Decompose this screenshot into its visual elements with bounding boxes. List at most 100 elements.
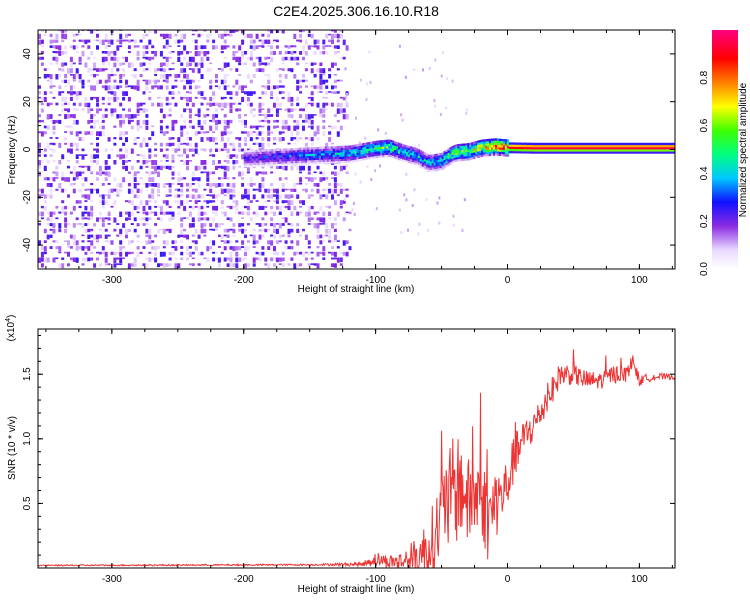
spectrogram-noise-cell <box>258 234 262 240</box>
spectrogram-noise-cell <box>186 165 189 171</box>
spectrogram-noise-cell <box>165 39 169 45</box>
spectrogram-ridge-cell <box>524 146 528 150</box>
spectrogram-noise-cell <box>148 91 152 93</box>
spectrogram-noise-cell <box>261 39 265 46</box>
spectrogram-noise-cell <box>348 211 352 215</box>
spectrogram-ridge-cell <box>402 146 405 149</box>
spectrogram-ridge-cell <box>554 142 557 146</box>
spectrogram-ridge-cell <box>461 147 464 151</box>
spectrogram-ridge-cell <box>372 154 375 157</box>
spectrogram-noise-cell <box>151 171 155 175</box>
spectrogram-ridge-cell <box>338 145 342 149</box>
spectrogram-noise-cell <box>171 137 175 140</box>
spectrogram-noise-cell <box>246 211 250 216</box>
spectrogram-noise-cell <box>58 263 62 268</box>
spectrogram-noise-cell <box>130 188 134 194</box>
spectrogram-noise-cell <box>145 79 149 85</box>
spectrogram-noise-cell <box>69 45 73 49</box>
spectrogram-ridge-cell <box>605 142 609 146</box>
spectrogram-noise-cell <box>119 188 123 193</box>
spectrogram-ridge-cell <box>556 149 559 152</box>
spectrogram-noise-cell <box>72 165 76 171</box>
spectrogram-noise-cell <box>122 223 126 228</box>
spectrogram-ridge-cell <box>334 154 338 157</box>
spectrogram-noise-cell <box>336 79 340 82</box>
spectrogram-noise-cell <box>110 39 114 45</box>
spectrogram-noise-cell <box>154 205 158 208</box>
spectrogram-ridge-cell <box>572 142 575 146</box>
spectrogram-noise-cell <box>200 251 204 256</box>
spectrogram-noise-cell <box>333 62 337 66</box>
spectrogram-noise-cell <box>206 39 210 43</box>
spectrogram-noise-cell <box>287 96 291 103</box>
spectrogram-noise-cell <box>87 188 91 191</box>
spectrogram-noise-cell <box>84 223 88 226</box>
spectrogram-ridge-cell <box>245 160 249 164</box>
spectrogram-ridge-cell <box>457 154 460 158</box>
spectrogram-noise-cell <box>81 246 85 251</box>
spectrogram-noise-cell <box>316 183 320 187</box>
spectrogram-noise-cell <box>238 137 242 141</box>
spectrogram-noise-cell <box>104 33 108 39</box>
spectrogram-ridge-cell <box>504 147 508 151</box>
spectrogram-ridge-cell <box>358 158 361 162</box>
spectrogram-noise-cell <box>331 39 334 45</box>
spectrogram-noise-cell <box>171 51 175 53</box>
spectrogram-ridge-cell <box>350 160 353 163</box>
spectrogram-noise-cell <box>67 114 70 119</box>
spectrogram-noise-cell <box>197 119 201 125</box>
spectrogram-ridge-cell <box>593 147 597 150</box>
spectrogram-ridge-cell <box>607 149 611 152</box>
spectrogram-noise-cell <box>142 160 146 165</box>
spectrogram-noise-cell <box>64 33 68 40</box>
spectrogram-noise-cell <box>232 160 236 165</box>
spectrogram-noise-cell <box>90 68 94 71</box>
spectrogram-noise-cell <box>84 257 88 262</box>
spectrogram-noise-cell <box>342 39 346 46</box>
spectrogram-noise-cell <box>200 171 204 174</box>
spectrogram-noise-cell <box>290 45 294 48</box>
spectrogram-noise-cell <box>281 137 285 141</box>
spectrogram-noise-cell <box>191 263 195 267</box>
spectrogram-noise-cell <box>212 211 216 214</box>
spectrogram-noise-cell <box>229 246 233 250</box>
spectrogram-noise-cell <box>96 142 99 147</box>
spectrogram-ridge-cell <box>303 154 306 157</box>
spectrogram-noise-cell <box>67 148 70 153</box>
spectrogram-ridge-cell <box>611 151 615 154</box>
spectrogram-ridge-cell <box>245 154 249 157</box>
spectrogram-noise-cell <box>145 114 149 118</box>
spectrogram-noise-cell <box>339 30 343 33</box>
spectrogram-noise-cell <box>331 223 334 229</box>
spectrogram-noise-cell <box>261 91 265 95</box>
spectrogram-ridge-cell <box>504 154 508 157</box>
spectrogram-noise-cell <box>238 62 242 66</box>
spectrogram-noise-cell <box>258 56 262 63</box>
spectrogram-noise-cell <box>313 114 317 116</box>
spectrogram-ridge-cell <box>322 159 326 162</box>
spectrogram-ridge-cell <box>439 159 442 162</box>
spectrogram-noise-cell <box>136 51 140 56</box>
spectrogram-ridge-cell <box>253 164 256 168</box>
spectrogram-noise-cell <box>151 246 155 250</box>
spectrogram-noise-cell <box>43 154 47 157</box>
spectrogram-noise-cell <box>157 171 160 177</box>
spectrogram-noise-cell <box>162 68 166 73</box>
spectrogram-noise-cell <box>307 125 311 128</box>
spectrogram-ridge-cell <box>407 150 411 153</box>
spectrogram-noise-cell <box>258 188 262 193</box>
spectrogram-noise-cell <box>252 257 256 263</box>
spectrogram-noise-cell <box>148 62 152 65</box>
spectrogram-ridge-cell <box>469 144 472 148</box>
spectrogram-noise-cell <box>188 205 192 209</box>
spectrogram-noise-cell <box>252 91 256 95</box>
spectrogram-noise-cell <box>177 200 181 205</box>
spectrogram-ridge-cell <box>332 152 336 155</box>
spectrogram-noise-cell <box>64 205 68 210</box>
spectrogram-noise-cell <box>81 108 85 111</box>
spectrogram-noise-cell <box>38 188 41 192</box>
spectrogram-noise-cell <box>168 257 172 261</box>
spectrogram-noise-cell <box>107 194 111 199</box>
spectrogram-ridge-cell <box>354 150 357 154</box>
spectrogram-ridge-cell <box>316 146 320 150</box>
